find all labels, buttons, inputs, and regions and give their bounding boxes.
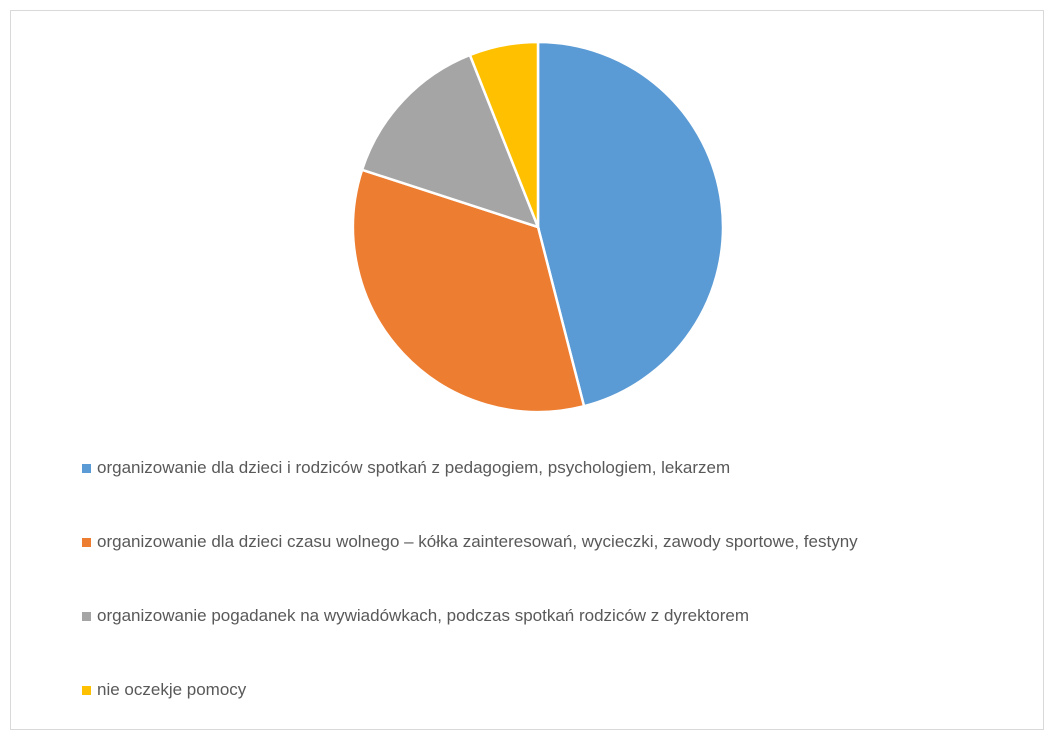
legend-label: organizowanie dla dzieci i rodziców spot… bbox=[97, 458, 731, 477]
legend-label: organizowanie pogadanek na wywiadówkach,… bbox=[97, 606, 750, 625]
legend-item: organizowanie dla dzieci czasu wolnego –… bbox=[82, 530, 1022, 554]
pie-slice bbox=[360, 53, 541, 230]
legend-item: organizowanie pogadanek na wywiadówkach,… bbox=[82, 604, 1022, 628]
legend-swatch bbox=[82, 464, 91, 473]
legend-swatch bbox=[82, 686, 91, 695]
pie-slice bbox=[468, 40, 540, 228]
legend-item: nie oczekje pomocy bbox=[82, 678, 1022, 702]
legend-swatch bbox=[82, 612, 91, 621]
pie-slice bbox=[351, 168, 586, 414]
legend-item: organizowanie dla dzieci i rodziców spot… bbox=[82, 456, 1022, 480]
legend-label: nie oczekje pomocy bbox=[97, 680, 247, 699]
legend-swatch bbox=[82, 538, 91, 547]
pie-slice bbox=[536, 40, 725, 408]
legend-label: organizowanie dla dzieci czasu wolnego –… bbox=[97, 532, 858, 551]
